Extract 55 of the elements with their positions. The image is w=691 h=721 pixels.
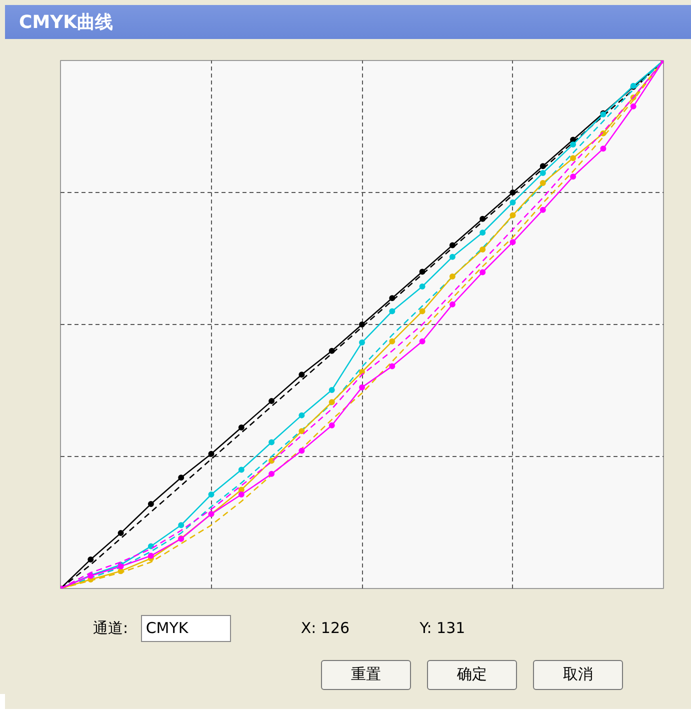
point xyxy=(88,556,94,562)
point xyxy=(570,155,576,162)
point xyxy=(389,363,396,370)
point xyxy=(268,470,275,477)
point xyxy=(238,466,244,473)
point xyxy=(540,170,546,176)
point xyxy=(570,174,576,180)
point xyxy=(298,372,305,378)
point xyxy=(389,338,396,344)
point xyxy=(238,492,244,498)
point xyxy=(480,246,486,253)
point xyxy=(148,501,154,508)
point xyxy=(449,273,456,280)
chart-title: CMYK曲线 xyxy=(19,11,114,35)
text: 通道: xyxy=(93,619,128,637)
text: 重置 xyxy=(321,660,411,690)
text: 取消 xyxy=(533,660,623,690)
point xyxy=(570,141,576,148)
point xyxy=(148,552,154,559)
point xyxy=(419,283,426,290)
point xyxy=(118,530,124,536)
point xyxy=(510,200,516,206)
point xyxy=(238,424,244,430)
text: 确定 xyxy=(427,660,517,690)
point xyxy=(298,412,305,418)
point xyxy=(328,386,335,393)
point xyxy=(359,339,365,346)
point xyxy=(268,398,275,404)
point xyxy=(328,399,335,406)
point xyxy=(540,206,546,213)
point xyxy=(600,146,606,152)
point xyxy=(510,212,516,218)
point xyxy=(298,428,305,434)
point xyxy=(298,448,305,454)
point xyxy=(268,458,275,464)
point xyxy=(449,254,456,260)
point xyxy=(268,439,275,446)
point xyxy=(419,308,426,314)
point xyxy=(449,301,456,308)
point xyxy=(419,338,426,344)
point xyxy=(480,230,486,236)
point xyxy=(540,180,546,186)
point xyxy=(389,308,396,314)
point xyxy=(178,474,184,481)
point xyxy=(359,384,365,390)
point xyxy=(208,450,214,457)
text: Y: 131 xyxy=(420,619,466,637)
point xyxy=(178,522,184,528)
point xyxy=(630,103,636,110)
text: CMYK xyxy=(140,615,231,642)
point xyxy=(208,492,214,498)
point xyxy=(510,239,516,246)
text: X: 126 xyxy=(300,619,350,637)
point xyxy=(480,269,486,276)
point xyxy=(328,422,335,428)
